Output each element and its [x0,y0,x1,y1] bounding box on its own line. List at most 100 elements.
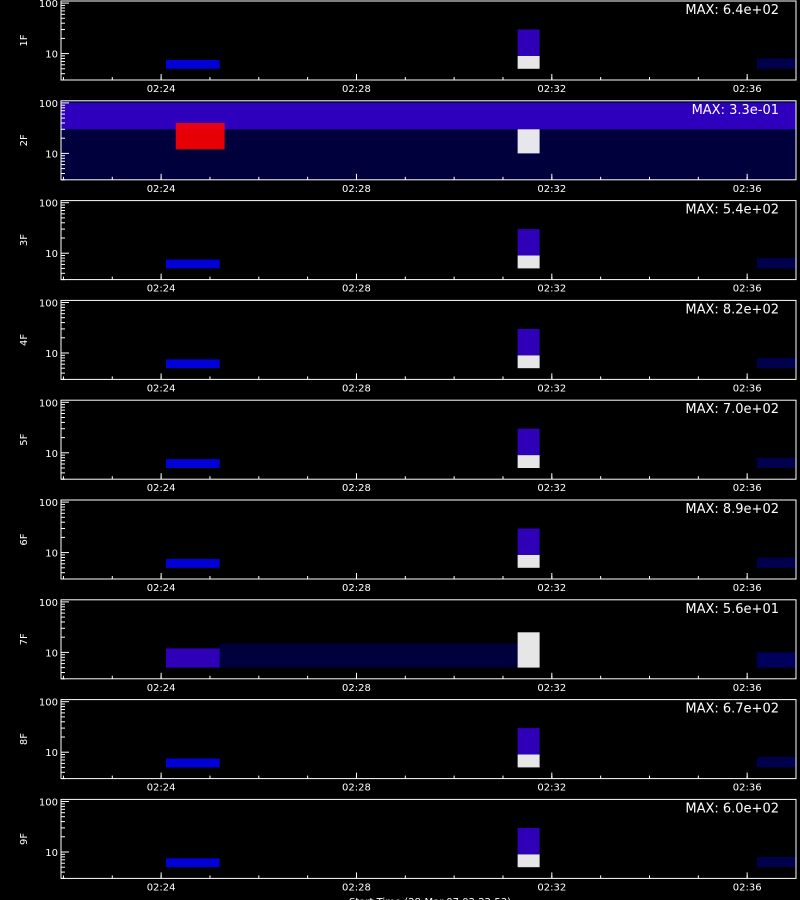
intensity-block [166,648,220,668]
y-tick-label: 10 [45,449,58,460]
x-tick-label: 02:32 [537,882,566,893]
intensity-block [517,328,540,356]
intensity-block [517,728,540,755]
x-tick-label: 02:36 [733,583,762,594]
intensity-block [166,459,220,468]
plot-frame [60,299,797,380]
x-tick-label: 02:32 [537,184,566,195]
intensity-block [517,854,540,868]
y-tick-label: 100 [39,0,58,10]
x-tick-label: 02:28 [342,683,371,694]
panel-label: 2F [19,134,30,146]
intensity-block [517,29,540,56]
panel-7F: 100 10 02:24 02:28 02:32 02:36 7F MAX: 5.6e+01 [19,598,797,694]
plot-frame [60,499,797,580]
y-tick-label: 10 [45,748,58,759]
x-tick-label: 02:36 [733,84,762,95]
intensity-block [61,102,796,130]
panel-6F: 100 10 02:24 02:28 02:32 02:36 6F MAX: 8.9e+02 [19,498,797,594]
x-tick-label: 02:24 [147,284,176,295]
y-tick-label: 10 [45,249,58,260]
panel-3F: 100 10 02:24 02:28 02:32 02:36 3F MAX: 5.4e+02 [19,199,797,295]
x-tick-label: 02:36 [733,383,762,394]
intensity-block [166,558,220,568]
max-label: MAX: 5.4e+02 [685,203,779,218]
intensity-block [517,554,540,568]
x-tick-label: 02:32 [537,783,566,794]
intensity-block [517,428,540,456]
x-tick-label: 02:24 [147,583,176,594]
x-tick-label: 02:24 [147,683,176,694]
panel-9F: 100 10 02:24 02:28 02:32 02:36 9F MAX: 6.0e+02 [19,797,797,893]
x-tick-label: 02:28 [342,483,371,494]
plot-frame [60,200,797,281]
y-tick-label: 10 [45,848,58,859]
panel-label: 8F [19,733,30,745]
y-tick-label: 100 [39,797,58,808]
x-tick-label: 02:32 [537,583,566,594]
x-tick-label: 02:36 [733,284,762,295]
x-tick-label: 02:24 [147,383,176,394]
y-tick-label: 100 [39,199,58,210]
x-tick-label: 02:36 [733,683,762,694]
panel-label: 4F [19,334,30,346]
max-label: MAX: 6.7e+02 [685,702,779,717]
y-tick-label: 100 [39,298,58,309]
panel-label: 9F [19,833,30,845]
panel-4F: 100 10 02:24 02:28 02:32 02:36 4F MAX: 8.2e+02 [19,298,797,394]
y-tick-label: 10 [45,50,58,61]
intensity-block [517,455,540,468]
intensity-block [756,557,796,568]
max-label: MAX: 8.2e+02 [685,302,779,317]
intensity-block [517,827,540,855]
max-label: MAX: 7.0e+02 [685,402,779,417]
x-tick-label: 02:28 [342,783,371,794]
panel-label: 1F [19,34,30,46]
intensity-block [517,528,540,555]
intensity-block [166,259,220,269]
x-tick-label: 02:24 [147,184,176,195]
intensity-block [517,255,540,269]
x-tick-label: 02:24 [147,882,176,893]
plot-frame [60,100,797,181]
intensity-block [166,858,220,868]
intensity-block [517,229,540,256]
x-tick-label: 02:28 [342,284,371,295]
max-label: MAX: 6.0e+02 [685,801,779,816]
x-tick-label: 02:32 [537,483,566,494]
x-tick-label: 02:32 [537,284,566,295]
y-tick-label: 10 [45,549,58,560]
panel-label: 7F [19,633,30,645]
plot-frame [60,699,797,780]
x-tick-label: 02:36 [733,483,762,494]
x-tick-label: 02:24 [147,483,176,494]
panel-label: 6F [19,533,30,545]
y-tick-label: 100 [39,698,58,709]
y-tick-label: 10 [45,349,58,360]
intensity-block [166,758,220,768]
y-tick-label: 100 [39,99,58,110]
intensity-block [756,58,796,69]
plot-frame [60,399,797,480]
intensity-block [756,856,796,868]
y-tick-label: 100 [39,598,58,609]
max-label: MAX: 6.4e+02 [685,3,779,18]
x-tick-label: 02:36 [733,783,762,794]
x-tick-label: 02:28 [342,882,371,893]
intensity-block [756,258,796,269]
panel-8F: 100 10 02:24 02:28 02:32 02:36 8F MAX: 6.7e+02 [19,698,797,794]
max-label: MAX: 5.6e+01 [685,602,779,617]
intensity-block [517,55,540,69]
panel-2F: 100 10 02:24 02:28 02:32 02:36 2F MAX: 3.3e-01 [19,99,797,195]
intensity-block [517,754,540,768]
y-tick-label: 100 [39,498,58,509]
x-tick-label: 02:28 [342,583,371,594]
intensity-block [517,129,540,154]
y-tick-label: 10 [45,648,58,659]
intensity-block [756,652,796,668]
panel-5F: 100 10 02:24 02:28 02:32 02:36 5F MAX: 7.0e+02 [19,398,797,494]
plot-frame [60,798,797,879]
x-tick-label: 02:32 [537,683,566,694]
intensity-block [166,59,220,69]
